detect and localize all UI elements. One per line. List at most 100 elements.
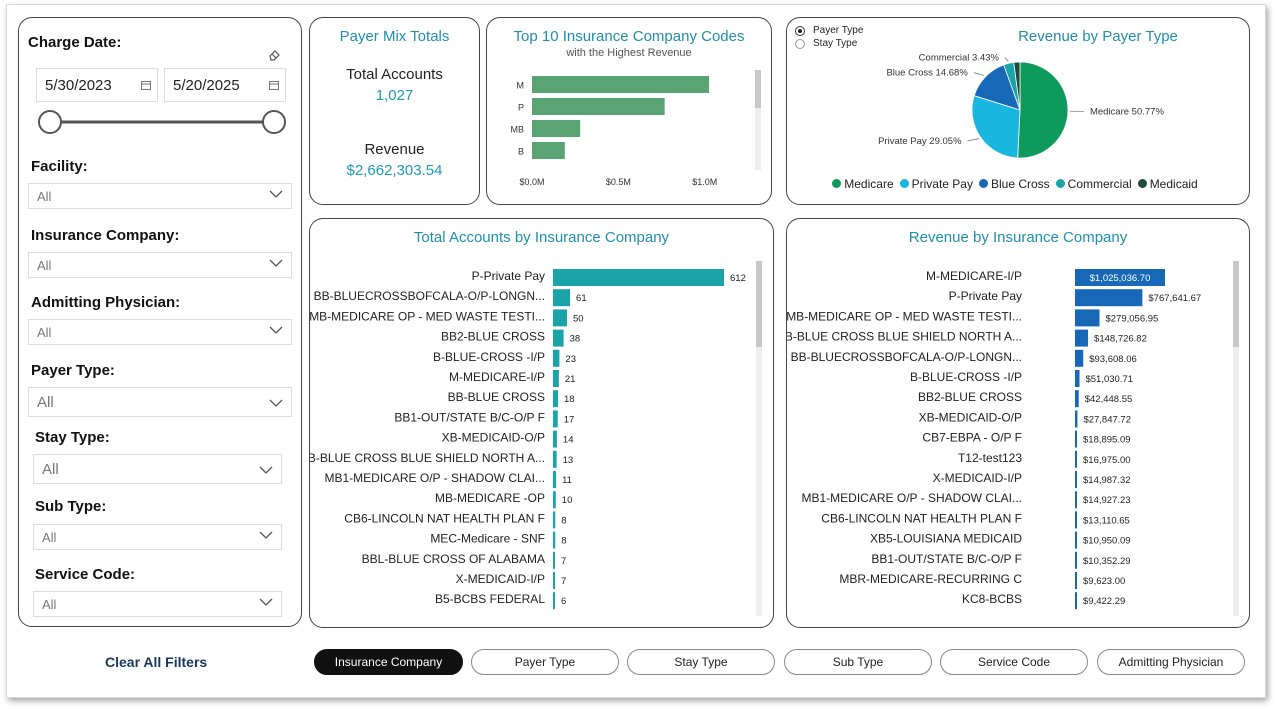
radio-unselected-icon[interactable] xyxy=(795,38,805,49)
slider-start-handle[interactable] xyxy=(38,110,62,134)
pie-slice[interactable] xyxy=(971,95,1021,159)
revenue-insurance-panel: Revenue by Insurance Company M-MEDICARE-… xyxy=(786,218,1250,628)
top10-bar[interactable] xyxy=(532,142,565,159)
bar[interactable] xyxy=(553,430,557,448)
bar[interactable] xyxy=(1075,289,1143,307)
category-label: M-MEDICARE-I/P xyxy=(449,370,545,384)
scrollbar[interactable] xyxy=(1233,261,1239,616)
data-label: 23 xyxy=(565,354,576,365)
clear-all-filters-button[interactable]: Clear All Filters xyxy=(105,654,208,670)
bar[interactable] xyxy=(553,329,564,347)
category-label: MB-MEDICARE OP - MED WASTE TESTI... xyxy=(310,309,545,323)
top10-tick-label: $1.0M xyxy=(692,177,717,187)
payer-type-dropdown[interactable]: All xyxy=(28,387,292,417)
tab-service-code[interactable]: Service Code xyxy=(940,649,1088,675)
bar[interactable] xyxy=(553,572,555,589)
revenue-insurance-title: Revenue by Insurance Company xyxy=(908,229,1128,246)
legend-item[interactable]: Private Pay xyxy=(899,177,973,191)
bar[interactable] xyxy=(553,511,556,529)
top10-bar[interactable] xyxy=(532,98,665,115)
tab-stay-type[interactable]: Stay Type xyxy=(627,649,775,675)
data-label: $18,895.09 xyxy=(1083,435,1131,446)
bar[interactable] xyxy=(1075,471,1077,488)
radio-selected-icon[interactable] xyxy=(795,25,805,36)
facility-dropdown[interactable]: All xyxy=(28,183,292,209)
charge-date-label: Charge Date: xyxy=(28,34,122,51)
bar[interactable] xyxy=(1075,531,1077,549)
bar[interactable] xyxy=(1075,572,1077,589)
insurance-company-dropdown[interactable]: All xyxy=(28,252,292,278)
radio-payer-type[interactable]: Payer Type xyxy=(795,25,863,36)
admitting-physician-dropdown[interactable]: All xyxy=(28,319,292,345)
category-label: BB-BLUECROSSBOFCALA-O/P-LONGN... xyxy=(314,289,545,303)
admitting-physician-label: Admitting Physician: xyxy=(31,294,181,311)
pie-slice[interactable] xyxy=(1017,61,1069,159)
sub-type-dropdown[interactable]: All xyxy=(33,524,282,550)
bar[interactable] xyxy=(1075,511,1077,529)
bar[interactable] xyxy=(553,410,558,428)
bar[interactable] xyxy=(553,592,555,610)
bar[interactable] xyxy=(553,309,567,327)
eraser-icon[interactable] xyxy=(268,48,281,61)
bar[interactable] xyxy=(1075,592,1077,610)
bar[interactable] xyxy=(1075,329,1089,347)
chevron-down-icon xyxy=(259,531,273,539)
calendar-icon[interactable] xyxy=(141,80,151,90)
end-date-value: 5/20/2025 xyxy=(173,77,240,94)
category-label: XB-MEDICAID-O/P xyxy=(919,410,1022,424)
accounts-panel: Total Accounts by Insurance Company P-Pr… xyxy=(309,218,774,628)
bar[interactable] xyxy=(1075,410,1078,428)
start-date-input[interactable]: 5/30/2023 xyxy=(36,68,158,102)
bar[interactable] xyxy=(1075,309,1100,327)
bar[interactable] xyxy=(553,269,724,286)
bar[interactable] xyxy=(553,531,556,549)
bar[interactable] xyxy=(553,551,555,569)
data-label: $767,641.67 xyxy=(1148,293,1201,304)
tab-admitting-physician[interactable]: Admitting Physician xyxy=(1097,649,1245,675)
scrollbar[interactable] xyxy=(756,261,762,616)
tab-insurance-company[interactable]: Insurance Company xyxy=(314,649,463,675)
chevron-down-icon xyxy=(259,466,273,474)
bar[interactable] xyxy=(553,370,559,387)
data-label: $10,950.09 xyxy=(1083,536,1131,547)
top10-bar[interactable] xyxy=(532,120,581,137)
calendar-icon[interactable] xyxy=(269,80,279,90)
category-label: B-BLUE CROSS BLUE SHIELD NORTH A... xyxy=(787,330,1022,344)
bar[interactable] xyxy=(1075,370,1080,387)
bar[interactable] xyxy=(1075,430,1077,448)
bar[interactable] xyxy=(1075,349,1084,367)
stay-type-dropdown[interactable]: All xyxy=(33,454,282,484)
date-range-slider[interactable] xyxy=(36,108,288,136)
scrollbar[interactable] xyxy=(755,70,761,170)
legend-item[interactable]: Medicare xyxy=(832,177,894,191)
top10-category-label: B xyxy=(518,147,524,157)
bar[interactable] xyxy=(553,349,560,367)
radio-stay-type[interactable]: Stay Type xyxy=(795,38,857,49)
legend-item[interactable]: Commercial xyxy=(1055,177,1132,191)
bar[interactable] xyxy=(553,289,571,307)
category-label: X-MEDICAID-I/P xyxy=(456,572,545,586)
bar[interactable] xyxy=(1075,551,1077,569)
tab-payer-type[interactable]: Payer Type xyxy=(471,649,619,675)
legend-item[interactable]: Blue Cross xyxy=(978,177,1050,191)
category-label: CB6-LINCOLN NAT HEALTH PLAN F xyxy=(821,511,1022,525)
category-label: MB-MEDICARE OP - MED WASTE TESTI... xyxy=(787,309,1022,323)
bar[interactable] xyxy=(1075,491,1077,509)
tab-sub-type[interactable]: Sub Type xyxy=(784,649,932,675)
pie-data-label: Blue Cross 14.68% xyxy=(886,68,968,79)
category-label: BB1-OUT/STATE B/C-O/P F xyxy=(871,552,1022,566)
end-date-input[interactable]: 5/20/2025 xyxy=(164,68,286,102)
top10-bar[interactable] xyxy=(532,76,710,93)
pie-slice[interactable] xyxy=(1013,61,1021,111)
service-code-dropdown[interactable]: All xyxy=(33,591,282,617)
bar[interactable] xyxy=(1075,390,1079,408)
bar[interactable] xyxy=(1075,269,1165,286)
bar[interactable] xyxy=(1075,450,1077,468)
slider-end-handle[interactable] xyxy=(262,110,286,134)
legend-item[interactable]: Medicaid xyxy=(1137,177,1198,191)
bar[interactable] xyxy=(553,491,556,509)
category-label: BB-BLUECROSSBOFCALA-O/P-LONGN... xyxy=(791,350,1022,364)
bar[interactable] xyxy=(553,390,559,408)
bar[interactable] xyxy=(553,471,557,488)
bar[interactable] xyxy=(553,450,557,468)
